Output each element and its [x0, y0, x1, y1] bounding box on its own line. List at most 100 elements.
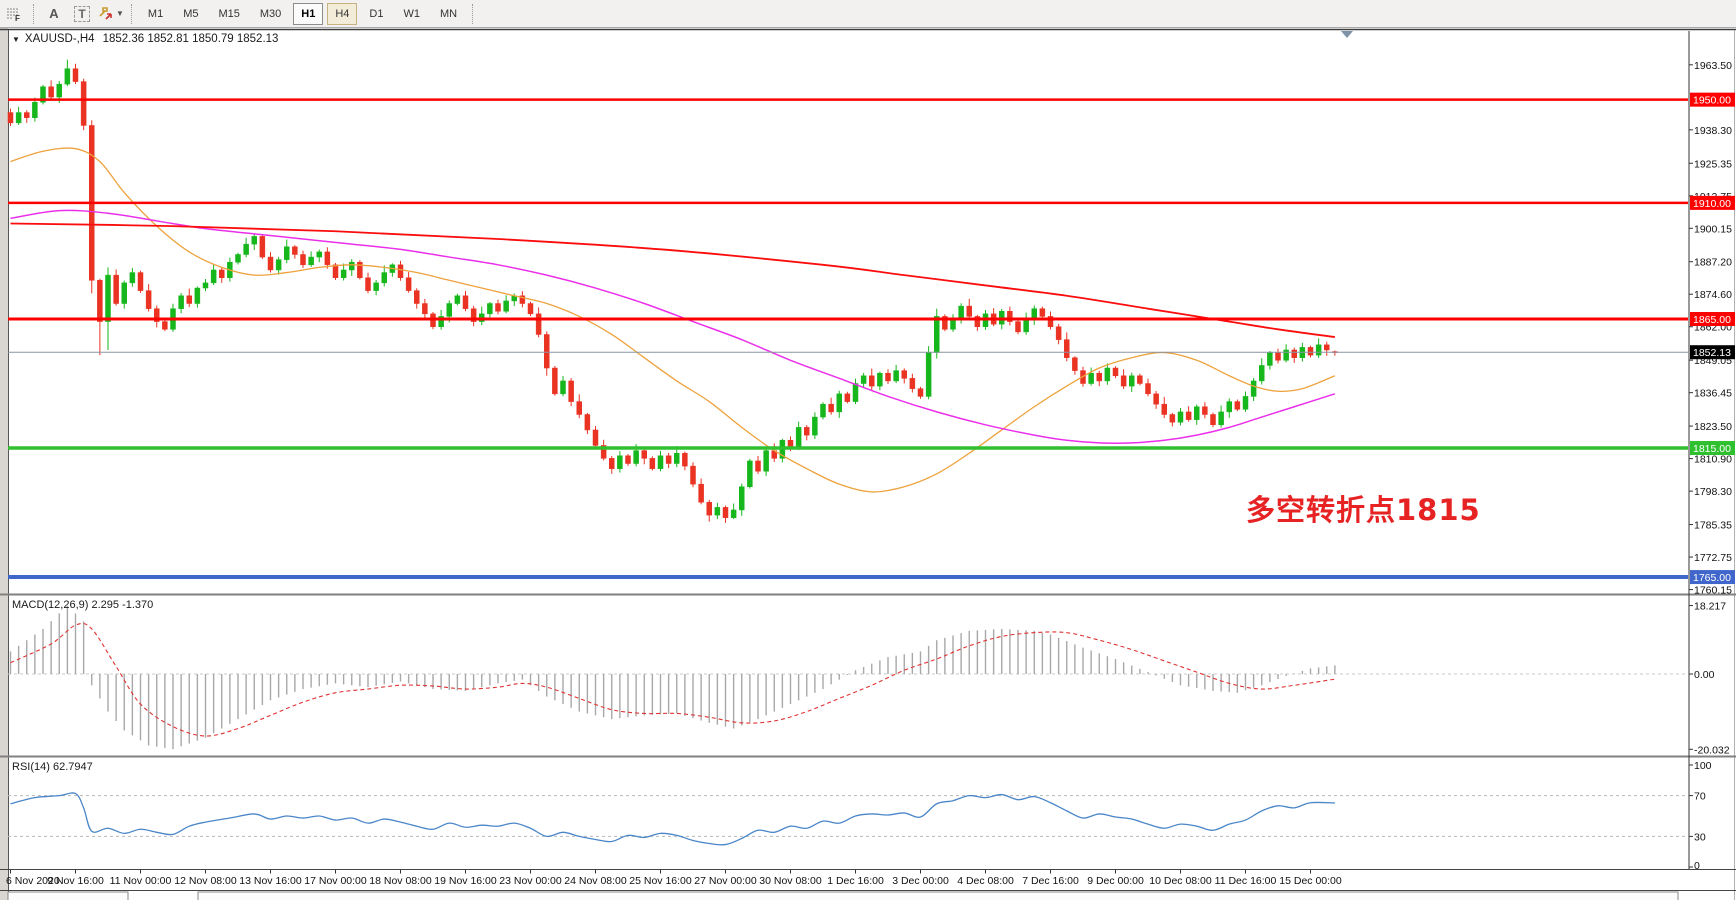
chart-title: ▼ XAUUSD-,H4 1852.36 1852.81 1850.79 1852.… [12, 33, 278, 45]
price-tick-label: 1887.20 [1694, 257, 1732, 269]
text-label-icon[interactable]: A [49, 6, 59, 21]
price-tick-label: 1925.35 [1694, 158, 1732, 170]
grid-template-icon[interactable]: F [1, 2, 27, 26]
level-price-tag[interactable] [1690, 92, 1735, 107]
time-tick-label: 13 Nov 16:00 [239, 875, 302, 887]
time-tick-label: 30 Nov 08:00 [759, 875, 822, 887]
timeframe-button-h4[interactable]: H4 [327, 2, 358, 25]
chart-tab[interactable] [7, 891, 129, 900]
timeframe-button-d1[interactable]: D1 [369, 7, 384, 20]
time-tick-label: 19 Nov 16:00 [434, 875, 497, 887]
one-click-arrow-icon[interactable]: ▼ [12, 35, 20, 44]
symbol-period-label: XAUUSD-,H4 [24, 33, 95, 45]
level-price-tag-text: 1950.00 [1693, 95, 1731, 107]
time-tick-label: 18 Nov 08:00 [369, 875, 432, 887]
time-tick-label: 11 Nov 00:00 [110, 875, 172, 887]
level-price-tag[interactable] [1690, 441, 1735, 456]
text-tool-icon[interactable]: T [69, 2, 95, 26]
ma-slow-line [10, 222, 1336, 338]
time-tick-label: 10 Dec 08:00 [1149, 875, 1212, 887]
price-tick-label: 1836.45 [1694, 388, 1732, 400]
rsi-indicator-label: RSI(14) 62.7947 [12, 761, 93, 773]
grid-dots-icon: F [7, 7, 20, 23]
level-price-tag[interactable] [1690, 195, 1735, 210]
level-price-tag-text: 1910.00 [1693, 198, 1731, 210]
toolbar-separator [472, 3, 474, 24]
chart-tab[interactable] [197, 891, 1679, 900]
toolbar: F A T ▼ M1 M5 M15 M30 H1 H4 D1 W1 MN [0, 0, 1736, 28]
rsi-axis-label: 0 [1694, 860, 1700, 872]
macd-panel [8, 605, 1688, 750]
price-tick-label: 1810.90 [1694, 454, 1732, 466]
chart-bg [0, 28, 1736, 900]
level-price-tag-text: 1815.00 [1693, 443, 1731, 455]
rsi-axis-label: 100 [1694, 760, 1712, 772]
timeframe-button-m15[interactable]: M15 [218, 7, 240, 20]
price-tick-label: 1823.50 [1694, 421, 1732, 433]
time-tick-label: 23 Nov 00:00 [499, 875, 562, 887]
level-price-tag[interactable] [1690, 312, 1735, 326]
timeframe-button-m30[interactable]: M30 [259, 7, 282, 20]
price-tick-label: 1772.75 [1694, 552, 1732, 564]
time-tick-label: 3 Dec 00:00 [892, 875, 949, 887]
chart-canvas[interactable]: 1963.501938.301925.351912.751900.151887.… [0, 28, 1736, 900]
bottom-tabs[interactable] [7, 891, 1679, 900]
time-tick-label: 15 Dec 00:00 [1279, 875, 1342, 887]
rsi-axis-label: 30 [1694, 831, 1706, 843]
svg-text:F: F [15, 14, 20, 23]
time-tick-label: 6 Nov 2020 [6, 875, 60, 887]
timeframe-button-mn[interactable]: MN [439, 7, 458, 20]
toolbar-separator [130, 3, 133, 24]
price-tick-label: 1900.15 [1694, 223, 1732, 235]
arrows-icon [99, 6, 112, 20]
rsi-axis-label: 70 [1694, 791, 1706, 803]
rsi-panel [8, 792, 1688, 846]
macd-axis-label: 18.217 [1694, 601, 1726, 613]
price-tick-label: 1938.30 [1694, 125, 1732, 137]
price-tick-label: 1874.60 [1694, 289, 1732, 301]
current-price-tag [1690, 345, 1735, 360]
rsi-line [10, 792, 1335, 846]
price-axis[interactable]: 1963.501938.301925.351912.751900.151887.… [1688, 31, 1735, 872]
time-tick-label: 9 Nov 16:00 [47, 875, 104, 887]
arrows-object-icon[interactable]: ▼ [97, 2, 125, 26]
time-tick-label: 9 Dec 00:00 [1087, 875, 1144, 887]
timeframe-button-h1[interactable]: H1 [293, 2, 324, 25]
timeframe-button-w1[interactable]: W1 [403, 7, 420, 20]
timeframe-buttons: M1 M5 M15 M30 H1 H4 D1 W1 MN [138, 2, 467, 25]
timeframe-button-m5[interactable]: M5 [183, 7, 199, 20]
level-lines[interactable] [8, 98, 1688, 580]
time-tick-label: 7 Dec 16:00 [1022, 875, 1079, 887]
time-tick-label: 24 Nov 08:00 [564, 875, 627, 887]
ma-mid-line [10, 209, 1336, 444]
price-tick-label: 1798.30 [1694, 486, 1732, 498]
time-tick-label: 17 Nov 00:00 [304, 875, 367, 887]
macd-axis-label: -20.032 [1694, 744, 1730, 756]
macd-axis-label: 0.00 [1694, 669, 1715, 681]
level-price-tag-text: 1865.00 [1693, 314, 1731, 326]
macd-indicator-label: MACD(12,26,9) 2.295 -1.370 [12, 599, 154, 611]
price-tick-label: 1760.15 [1694, 585, 1732, 597]
candlesticks [7, 59, 1338, 523]
time-tick-label: 27 Nov 00:00 [694, 875, 757, 887]
toolbar-separator [33, 3, 35, 24]
current-price-tag-text: 1852.13 [1693, 347, 1731, 359]
time-tick-label: 12 Nov 08:00 [174, 875, 237, 887]
price-tick-label: 1963.50 [1694, 60, 1732, 72]
ma-fast-line [10, 147, 1336, 493]
time-tick-label: 4 Dec 08:00 [957, 875, 1014, 887]
time-tick-label: 1 Dec 16:00 [827, 875, 884, 887]
price-tick-label: 1785.35 [1694, 520, 1732, 532]
time-tick-label: 11 Dec 16:00 [1215, 875, 1277, 887]
chart-annotation-text[interactable]: 多空转折点1815 [1246, 493, 1481, 527]
ohlc-values: 1852.36 1852.81 1850.79 1852.13 [102, 33, 279, 45]
macd-signal-line [10, 622, 1335, 737]
level-price-tag-text: 1765.00 [1693, 572, 1731, 584]
time-tick-label: 25 Nov 16:00 [629, 875, 692, 887]
timeframe-button-m1[interactable]: M1 [147, 7, 164, 20]
shift-marker-icon[interactable] [1341, 31, 1353, 38]
level-price-tag[interactable] [1690, 570, 1735, 585]
chevron-down-icon: ▼ [116, 9, 124, 18]
